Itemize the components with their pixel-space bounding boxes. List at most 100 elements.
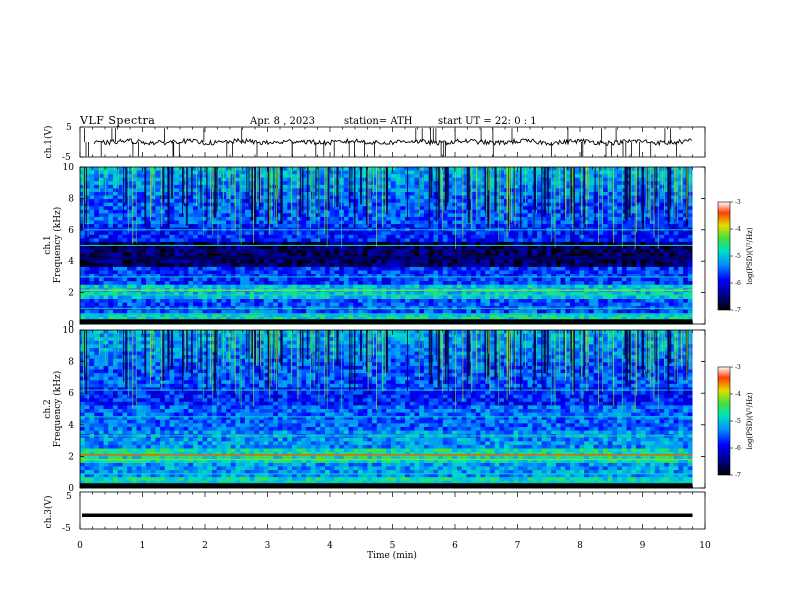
spectrogram-cell: [631, 249, 637, 254]
spectrogram-cell: [419, 213, 425, 218]
spectrogram-cell: [409, 181, 416, 186]
spectrogram-cell: [456, 202, 463, 207]
spectrogram-cell: [263, 295, 270, 300]
spectrogram-cell: [292, 277, 298, 282]
spectrogram-cell: [343, 202, 350, 207]
spectrogram-cell: [226, 238, 232, 243]
spectrogram-cell: [145, 259, 152, 264]
spectrogram-cell: [602, 259, 609, 264]
spectrogram-cell: [456, 174, 463, 179]
spectrogram-cell: [362, 206, 368, 211]
spectrogram-cell: [617, 188, 623, 193]
spectrogram-cell: [287, 270, 293, 275]
spectrogram-cell: [433, 249, 439, 254]
spectrogram-cell: [607, 184, 613, 190]
spectrogram-cell: [419, 252, 425, 257]
spectrogram-cell: [84, 249, 91, 254]
spectrogram-cell: [197, 252, 204, 257]
spectrogram-cell: [273, 284, 279, 289]
spectrogram-cell: [602, 234, 609, 239]
spectrogram-cell: [188, 234, 194, 239]
spectrogram-cell: [602, 216, 609, 222]
spectrogram-cell: [499, 213, 505, 218]
spectrogram-cell: [687, 281, 694, 286]
spectrogram-cell: [306, 167, 312, 172]
spectrogram-cell: [372, 291, 378, 297]
spectrogram-cell: [98, 202, 105, 207]
spectrogram-cell: [211, 295, 218, 300]
spectrogram-cell: [664, 188, 670, 193]
spectrogram-cell: [565, 174, 571, 179]
spectrogram-cell: [621, 281, 628, 286]
spectrogram-cell: [560, 195, 566, 200]
spectrogram-cell: [485, 249, 491, 254]
spectrogram-cell: [136, 206, 142, 211]
spectrogram-cell: [607, 284, 613, 289]
spectrogram-cell: [650, 167, 656, 172]
spectrogram-cell: [207, 259, 213, 264]
spectrogram-cell: [570, 252, 576, 257]
spectrogram-cell: [263, 167, 270, 172]
spectrogram-cell: [277, 266, 284, 272]
spectrogram-cell: [103, 177, 109, 182]
spectrogram-cell: [117, 274, 123, 279]
spectrogram-cell: [362, 281, 368, 286]
spectrogram-cell: [282, 263, 288, 268]
spectrogram-cell: [310, 266, 317, 272]
spectrogram-cell: [178, 206, 185, 211]
spectrogram-cell: [339, 249, 345, 254]
spectrogram-cell: [127, 191, 133, 197]
spectrogram-cell: [235, 184, 241, 190]
spectrogram-cell: [193, 206, 199, 211]
spectrogram-cell: [617, 167, 623, 172]
spectrogram-cell: [546, 181, 552, 186]
spectrogram-cell: [461, 206, 467, 211]
spectrogram-cell: [136, 177, 142, 182]
spectrogram-cell: [494, 266, 500, 272]
spectrogram-cell: [94, 206, 100, 211]
spectrogram-cell: [475, 245, 482, 250]
spectrogram-cell: [518, 238, 524, 243]
spectrogram-cell: [419, 249, 425, 254]
spectrogram-cell: [485, 234, 491, 239]
spectrogram-cell: [259, 266, 265, 272]
spectrogram-cell: [80, 209, 86, 214]
spectrogram-cell: [207, 295, 213, 300]
spectrogram-cell: [117, 263, 123, 268]
spectrogram-cell: [659, 245, 665, 250]
spectrogram-cell: [145, 206, 152, 211]
spectrogram-cell: [160, 206, 166, 211]
spectrogram-cell: [598, 209, 604, 214]
spectrogram-cell: [683, 199, 689, 204]
spectrogram-cell: [607, 299, 613, 304]
spectrogram-cell: [409, 234, 416, 239]
spectrogram-cell: [588, 245, 595, 250]
spectrogram-cell: [131, 216, 138, 222]
spectrogram-cell: [174, 199, 180, 204]
spectrogram-cell: [447, 295, 453, 300]
spectrogram-cell: [414, 206, 420, 211]
spectrogram-cell: [381, 234, 387, 239]
spectrogram-cell: [423, 266, 430, 272]
spectrogram-cell: [419, 191, 425, 197]
spectrogram-cell: [174, 252, 180, 257]
spectrogram-cell: [320, 299, 326, 304]
spectrogram-cell: [244, 284, 251, 289]
spectrogram-cell: [230, 263, 237, 268]
spectrogram-cell: [108, 259, 114, 264]
spectrogram-cell: [668, 252, 675, 257]
spectrogram-cell: [400, 241, 406, 247]
spectrogram-cell: [254, 299, 260, 304]
spectrogram-cell: [292, 263, 298, 268]
spectrogram-cell: [395, 284, 401, 289]
spectrogram-cell: [381, 231, 387, 236]
spectrogram-cell: [348, 249, 354, 254]
spectrogram-cell: [654, 170, 661, 175]
spectrogram-cell: [235, 216, 241, 222]
spectrogram-cell: [687, 195, 694, 200]
spectrogram-cell: [555, 177, 562, 182]
spectrogram-cell: [273, 213, 279, 218]
spectrogram-cell: [546, 202, 552, 207]
spectrogram-cell: [546, 170, 552, 175]
spectrogram-cell: [442, 209, 449, 214]
